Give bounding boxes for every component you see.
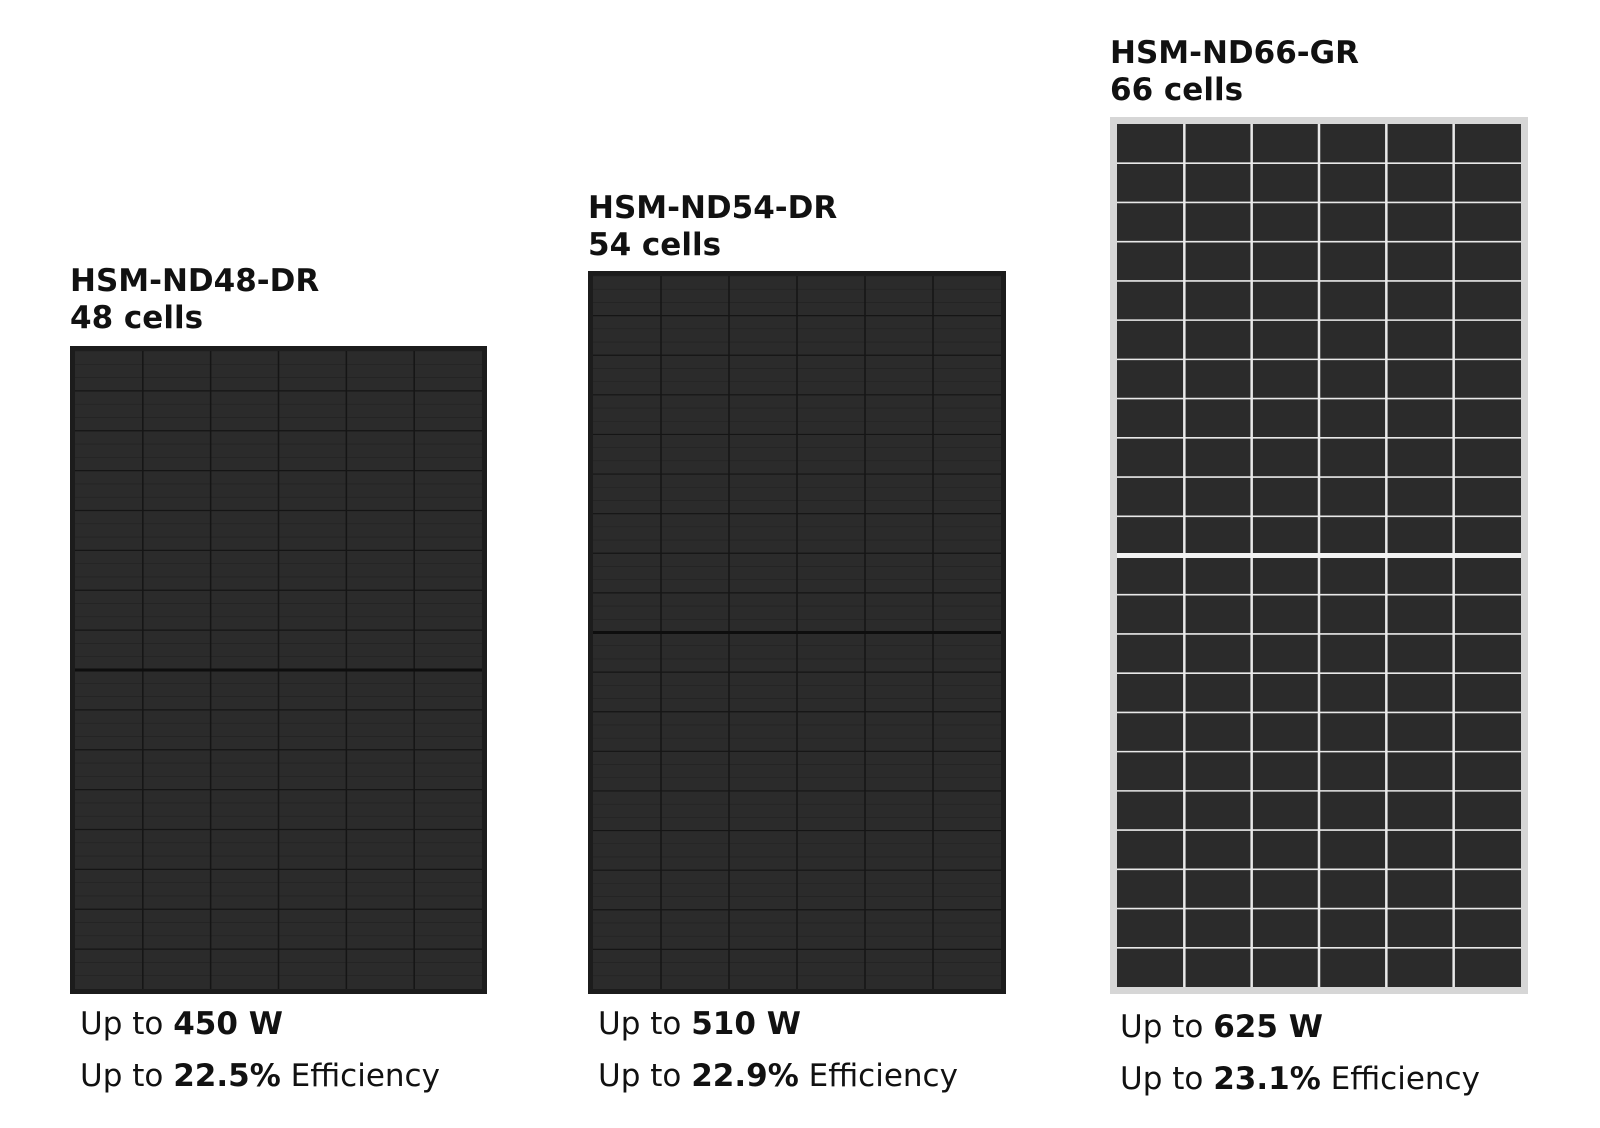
power-value: 625 W: [1213, 1009, 1323, 1045]
solar-panel-image: [70, 346, 487, 994]
cell-count: 48 cells: [70, 300, 204, 336]
solar-panel-svg: [588, 271, 1006, 994]
power-spec: Up to 510 W: [598, 1005, 801, 1043]
solar-panel-image: [588, 271, 1006, 994]
solar-panel-svg: [70, 346, 487, 994]
power-prefix: Up to: [598, 1006, 682, 1042]
efficiency-value: 23.1%: [1213, 1061, 1321, 1097]
power-spec: Up to 450 W: [80, 1005, 283, 1043]
solar-panel-svg: [1110, 117, 1528, 994]
solar-panel-image: [1110, 117, 1528, 994]
efficiency-suffix: Efficiency: [808, 1058, 958, 1094]
efficiency-prefix: Up to: [598, 1058, 682, 1094]
cell-count: 66 cells: [1110, 72, 1244, 108]
model-name: HSM-ND48-DR: [70, 263, 320, 299]
cell-count: 54 cells: [588, 227, 722, 263]
power-value: 510 W: [691, 1006, 801, 1042]
model-name: HSM-ND66-GR: [1110, 35, 1359, 71]
efficiency-prefix: Up to: [1120, 1061, 1204, 1097]
power-prefix: Up to: [1120, 1009, 1204, 1045]
power-prefix: Up to: [80, 1006, 164, 1042]
model-name: HSM-ND54-DR: [588, 190, 838, 226]
efficiency-spec: Up to 23.1% Efficiency: [1120, 1060, 1480, 1098]
efficiency-prefix: Up to: [80, 1058, 164, 1094]
efficiency-spec: Up to 22.9% Efficiency: [598, 1057, 958, 1095]
efficiency-value: 22.9%: [691, 1058, 799, 1094]
power-value: 450 W: [173, 1006, 283, 1042]
efficiency-value: 22.5%: [173, 1058, 281, 1094]
efficiency-suffix: Efficiency: [1330, 1061, 1480, 1097]
efficiency-spec: Up to 22.5% Efficiency: [80, 1057, 440, 1095]
power-spec: Up to 625 W: [1120, 1008, 1323, 1046]
efficiency-suffix: Efficiency: [290, 1058, 440, 1094]
